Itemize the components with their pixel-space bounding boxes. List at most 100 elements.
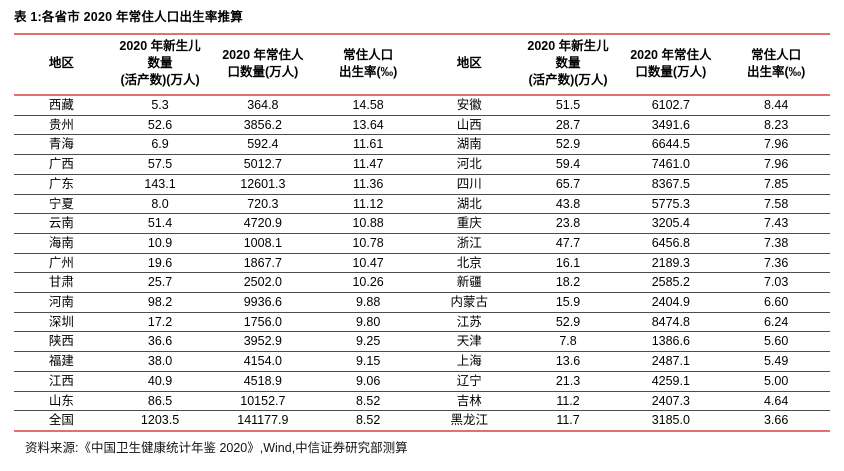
table-row: 江西 40.9 4518.9 9.06 辽宁 21.3 4259.1 5.00 xyxy=(14,371,830,392)
population-cell: 2189.3 xyxy=(619,253,723,274)
birth-rate-cell: 11.61 xyxy=(314,134,422,156)
birth-rate-cell: 11.12 xyxy=(314,194,422,215)
birth-rate-cell: 5.00 xyxy=(722,371,830,392)
population-cell: 3856.2 xyxy=(211,115,315,136)
birth-rate-cell: 4.64 xyxy=(722,391,830,412)
region-cell: 湖北 xyxy=(421,194,517,215)
population-cell: 8474.8 xyxy=(619,312,723,333)
region-cell: 吉林 xyxy=(421,391,517,412)
newborn-count-cell: 86.5 xyxy=(108,391,212,412)
newborn-count-cell: 65.7 xyxy=(516,174,620,195)
newborn-count-cell: 98.2 xyxy=(108,292,212,313)
newborn-header-line1: 2020 年新生儿 xyxy=(119,39,201,53)
region-cell: 全国 xyxy=(14,410,109,432)
region-cell: 河北 xyxy=(421,154,517,175)
population-cell: 5775.3 xyxy=(619,194,723,215)
population-cell: 4154.0 xyxy=(211,351,315,372)
population-cell: 1008.1 xyxy=(211,233,315,254)
table-row: 陕西 36.6 3952.9 9.25 天津 7.8 1386.6 5.60 xyxy=(14,331,830,353)
newborn-header-line2: 数量 xyxy=(555,56,581,70)
population-cell: 12601.3 xyxy=(211,174,315,195)
birth-rate-cell: 8.52 xyxy=(314,410,422,432)
region-header: 地区 xyxy=(14,34,109,96)
table-row: 贵州 52.6 3856.2 13.64 山西 28.7 3491.6 8.23 xyxy=(14,115,830,136)
table-header: 地区 2020 年新生儿 数量 (活产数)(万人) 2020 年常住人 口数量(… xyxy=(14,34,830,96)
newborn-count-header: 2020 年新生儿 数量 (活产数)(万人) xyxy=(516,34,620,96)
birth-rate-cell: 10.26 xyxy=(314,272,422,294)
birth-rate-cell: 13.64 xyxy=(314,115,422,136)
birth-rate-cell: 5.60 xyxy=(722,331,830,353)
region-header-label: 地区 xyxy=(456,56,482,70)
birth-rate-cell: 9.80 xyxy=(314,312,422,333)
population-cell: 5012.7 xyxy=(211,154,315,175)
region-cell: 广州 xyxy=(14,253,109,274)
birth-rate-cell: 9.25 xyxy=(314,331,422,353)
table-row: 福建 38.0 4154.0 9.15 上海 13.6 2487.1 5.49 xyxy=(14,351,830,372)
header-row: 地区 2020 年新生儿 数量 (活产数)(万人) 2020 年常住人 口数量(… xyxy=(14,34,830,96)
region-header: 地区 xyxy=(421,34,517,96)
birth-rate-cell: 8.52 xyxy=(314,391,422,412)
region-cell: 云南 xyxy=(14,213,109,234)
newborn-count-cell: 19.6 xyxy=(108,253,212,274)
population-cell: 8367.5 xyxy=(619,174,723,195)
newborn-count-cell: 15.9 xyxy=(516,292,620,313)
birth-rate-table: 地区 2020 年新生儿 数量 (活产数)(万人) 2020 年常住人 口数量(… xyxy=(14,33,830,432)
region-cell: 贵州 xyxy=(14,115,109,136)
newborn-count-cell: 11.2 xyxy=(516,391,620,412)
region-header-label: 地区 xyxy=(48,56,74,70)
population-cell: 2585.2 xyxy=(619,272,723,294)
table-title: 表 1:各省市 2020 年常住人口出生率推算 xyxy=(14,10,243,24)
region-cell: 宁夏 xyxy=(14,194,109,215)
newborn-count-cell: 47.7 xyxy=(516,233,620,254)
population-header-line2: 口数量(万人) xyxy=(227,64,299,79)
region-cell: 深圳 xyxy=(14,312,109,333)
newborn-count-cell: 28.7 xyxy=(516,115,620,136)
region-cell: 山西 xyxy=(421,115,517,136)
population-cell: 4720.9 xyxy=(211,213,315,234)
birth-rate-cell: 11.47 xyxy=(314,154,422,175)
newborn-count-cell: 143.1 xyxy=(108,174,212,195)
rate-header-line2: 出生率(‰) xyxy=(338,64,398,79)
population-cell: 3952.9 xyxy=(211,331,315,353)
rate-header-line1: 常住人口 xyxy=(343,47,394,62)
newborn-count-cell: 5.3 xyxy=(108,95,212,116)
population-cell: 2404.9 xyxy=(619,292,723,313)
birth-rate-cell: 10.88 xyxy=(314,213,422,234)
region-cell: 山东 xyxy=(14,391,109,412)
birth-rate-cell: 8.44 xyxy=(722,95,830,116)
newborn-count-cell: 13.6 xyxy=(516,351,620,372)
region-cell: 江西 xyxy=(14,371,109,392)
newborn-count-cell: 57.5 xyxy=(108,154,212,175)
population-cell: 141177.9 xyxy=(211,410,315,432)
table-row: 云南 51.4 4720.9 10.88 重庆 23.8 3205.4 7.43 xyxy=(14,213,830,234)
rate-header-line2: 出生率(‰) xyxy=(746,64,806,79)
table-row: 全国 1203.5 141177.9 8.52 黑龙江 11.7 3185.0 3.66 xyxy=(14,410,830,432)
population-cell: 720.3 xyxy=(211,194,315,215)
table-row: 甘肃 25.7 2502.0 10.26 新疆 18.2 2585.2 7.03 xyxy=(14,272,830,294)
birth-rate-cell: 7.43 xyxy=(722,213,830,234)
population-header-line1: 2020 年常住人 xyxy=(222,47,304,62)
birth-rate-cell: 7.85 xyxy=(722,174,830,195)
population-cell: 592.4 xyxy=(211,134,315,156)
table-row: 河南 98.2 9936.6 9.88 内蒙古 15.9 2404.9 6.60 xyxy=(14,292,830,313)
table-row: 青海 6.9 592.4 11.61 湖南 52.9 6644.5 7.96 xyxy=(14,134,830,156)
source-note: 资料来源:《中国卫生健康统计年鉴 2020》,Wind,中信证券研究部测算 xyxy=(25,440,408,455)
newborn-count-cell: 52.9 xyxy=(516,134,620,156)
region-cell: 湖南 xyxy=(421,134,517,156)
birth-rate-cell: 9.88 xyxy=(314,292,422,313)
newborn-count-cell: 18.2 xyxy=(516,272,620,294)
newborn-count-cell: 23.8 xyxy=(516,213,620,234)
newborn-count-cell: 25.7 xyxy=(108,272,212,294)
population-cell: 2487.1 xyxy=(619,351,723,372)
region-cell: 黑龙江 xyxy=(421,410,517,432)
table-row: 广东 143.1 12601.3 11.36 四川 65.7 8367.5 7.85 xyxy=(14,174,830,195)
birth-rate-cell: 6.60 xyxy=(722,292,830,313)
newborn-count-cell: 17.2 xyxy=(108,312,212,333)
population-cell: 2502.0 xyxy=(211,272,315,294)
newborn-header-line1: 2020 年新生儿 xyxy=(527,39,609,53)
population-header-line1: 2020 年常住人 xyxy=(630,47,712,62)
population-cell: 4259.1 xyxy=(619,371,723,392)
rate-header-line1: 常住人口 xyxy=(751,47,802,62)
population-cell: 1386.6 xyxy=(619,331,723,353)
region-cell: 四川 xyxy=(421,174,517,195)
